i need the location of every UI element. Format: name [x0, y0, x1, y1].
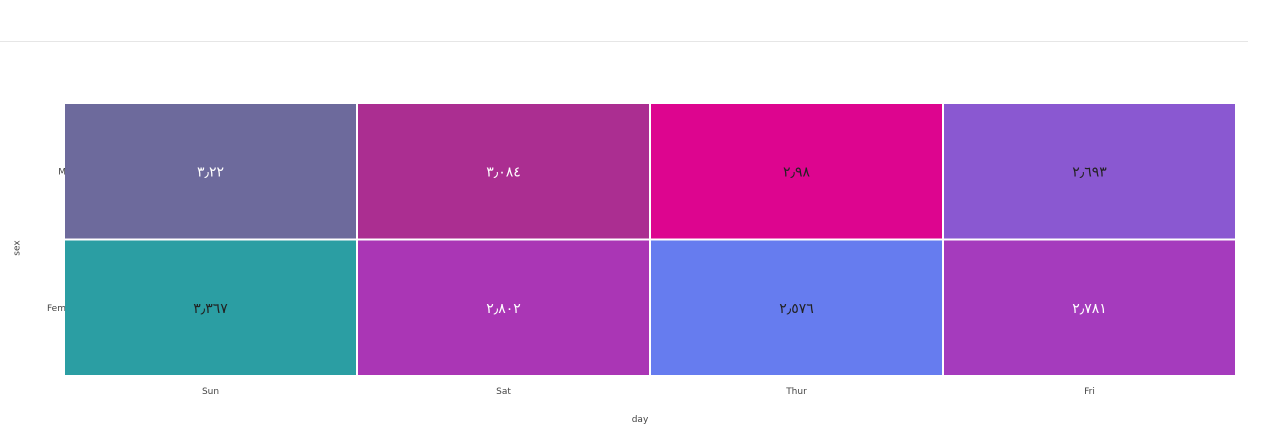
y-tick-label: Fem: [47, 304, 66, 314]
heatmap-cell-male-sat: [358, 104, 649, 239]
y-axis-title: sex: [12, 240, 23, 256]
cell-value-label: ٢٫٥٧٦: [779, 301, 814, 317]
y-tick-label: M: [58, 167, 66, 177]
cell-value-label: ٢٫٧٨١: [1072, 301, 1107, 317]
heatmap-cell-female-sat: [358, 240, 649, 375]
x-tick-label: Sun: [202, 387, 219, 397]
cell-value-label: ٣٫٠٨٤: [486, 164, 521, 180]
x-tick-label: Thur: [785, 387, 807, 397]
x-tick-label: Fri: [1084, 387, 1095, 397]
cell-value-label: ٢٫٨٠٢: [486, 301, 521, 317]
cell-value-label: ٣٫٢٢: [197, 164, 224, 180]
x-axis-title: day: [631, 415, 649, 425]
heatmap-cell-female-sun: [65, 240, 356, 375]
cell-value-label: ٢٫٦٩٣: [1072, 164, 1107, 180]
cell-value-label: ٣٫٣٦٧: [193, 301, 228, 317]
heatmap-cell-female-thur: [651, 240, 942, 375]
heatmap-cell-female-fri: [944, 240, 1235, 375]
top-divider: [0, 41, 1248, 42]
heatmap-cell-male-fri: [944, 104, 1235, 239]
heatmap-cell-male-thur: [651, 104, 942, 239]
x-tick-label: Sat: [496, 387, 511, 397]
heatmap-cell-male-sun: [65, 104, 356, 239]
cell-value-label: ٢٫٩٨: [783, 164, 811, 180]
